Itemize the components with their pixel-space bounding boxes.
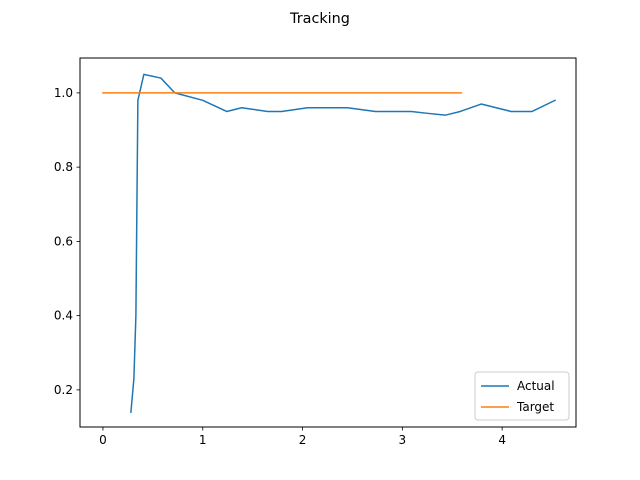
axes: 0 1 2 3 4 0.2 0.4 0.6 0.8 1.0 [54,86,506,447]
chart-title: Tracking [289,11,350,27]
plot-area [102,73,557,413]
x-tick-label: 3 [399,433,407,447]
legend-box [474,371,570,421]
series-line-0 [130,73,557,413]
y-tick-label: 0.2 [54,383,73,397]
y-tick-label: 0.6 [54,234,73,248]
x-tick-label: 1 [199,433,207,447]
x-tick-label: 0 [99,433,107,447]
y-tick-label: 0.8 [54,160,73,174]
y-tick-label: 1.0 [54,86,73,100]
x-tick-label: 4 [498,433,506,447]
plot-frame [79,57,577,428]
legend-label-1: Target [516,400,554,414]
legend: Actual Target [474,371,570,421]
legend-label-0: Actual [517,379,555,393]
y-tick-label: 0.4 [54,309,73,323]
x-tick-label: 2 [299,433,307,447]
